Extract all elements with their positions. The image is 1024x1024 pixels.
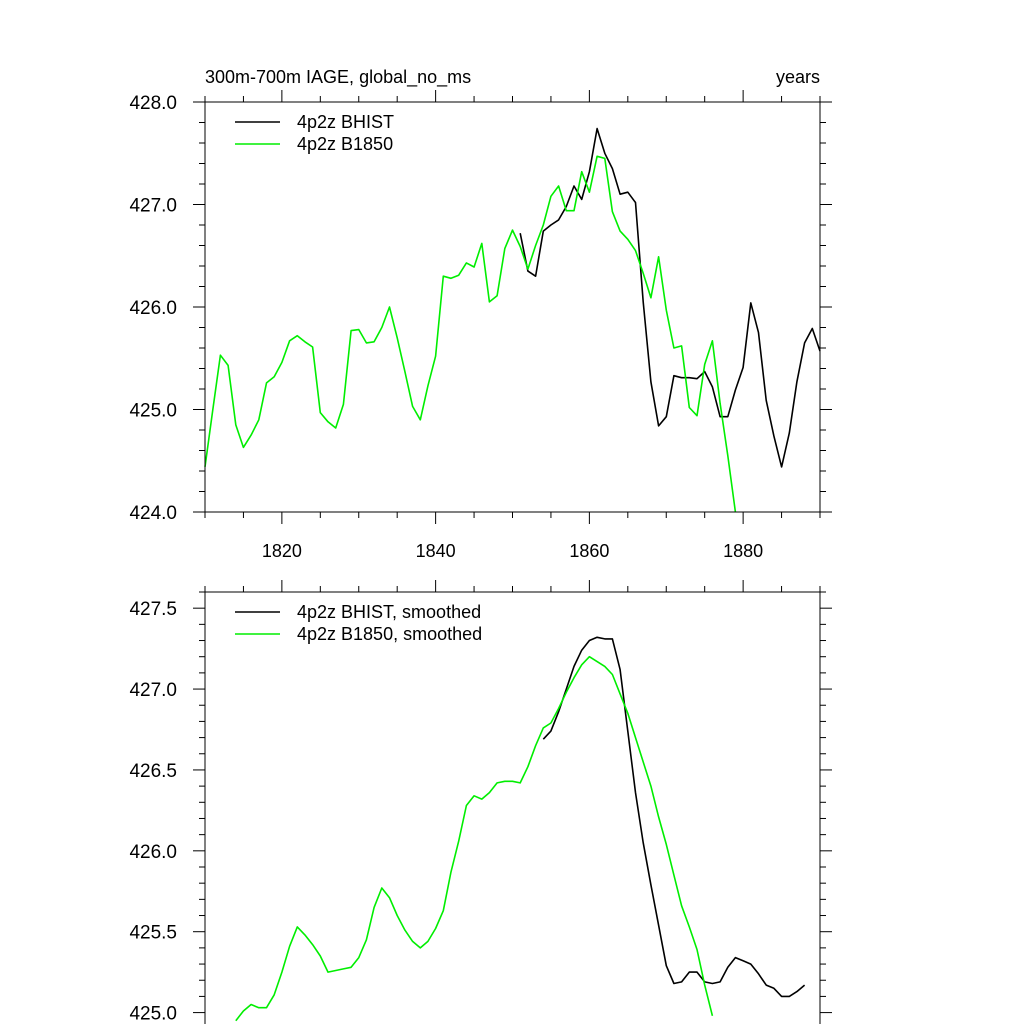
top-panel-title-right: years [776,67,820,87]
top-panel: 300m-700m IAGE, global_no_ms years 424.0… [129,67,832,561]
x-tick-label: 1840 [416,541,456,561]
series-line-b1850 [235,655,714,1022]
top-panel-frame [204,101,821,513]
bottom-panel: 425.0 425.5 426.0 426.5 427.0 427.5 4p2z BHIS… [129,580,832,1024]
top-panel-x-tick-labels: 1820 1840 1860 1880 [262,541,763,561]
top-panel-series [204,127,821,513]
x-tick-label: 1860 [569,541,609,561]
series-line-b1850 [204,155,737,513]
y-tick-label: 425.0 [129,401,177,422]
series-line-bhist [519,127,821,468]
y-tick-label: 426.0 [129,298,177,319]
legend-label: 4p2z B1850, smoothed [297,624,482,644]
x-tick-label: 1820 [262,541,302,561]
top-panel-title-left: 300m-700m IAGE, global_no_ms [205,67,471,88]
y-tick-label: 427.0 [129,196,177,217]
bottom-panel-frame [204,591,821,1024]
bottom-panel-y-tick-labels: 425.0 425.5 426.0 426.5 427.0 427.5 [129,599,177,1024]
y-tick-label: 426.0 [129,842,177,863]
bottom-panel-series [235,636,806,1022]
legend-label: 4p2z BHIST, smoothed [297,602,481,622]
series-line-bhist [542,636,806,998]
y-tick-label: 427.5 [129,599,177,620]
legend-label: 4p2z B1850 [297,134,393,154]
legend-label: 4p2z BHIST [297,112,394,132]
x-tick-label: 1880 [723,541,763,561]
y-tick-label: 425.0 [129,1004,177,1024]
y-tick-label: 425.5 [129,923,177,944]
y-tick-label: 428.0 [129,93,177,114]
top-panel-y-tick-labels: 424.0 425.0 426.0 427.0 428.0 [129,93,177,524]
y-tick-label: 424.0 [129,503,177,524]
y-tick-label: 426.5 [129,761,177,782]
y-tick-label: 427.0 [129,680,177,701]
bottom-panel-ticks [193,580,832,1014]
top-panel-ticks [193,90,832,524]
